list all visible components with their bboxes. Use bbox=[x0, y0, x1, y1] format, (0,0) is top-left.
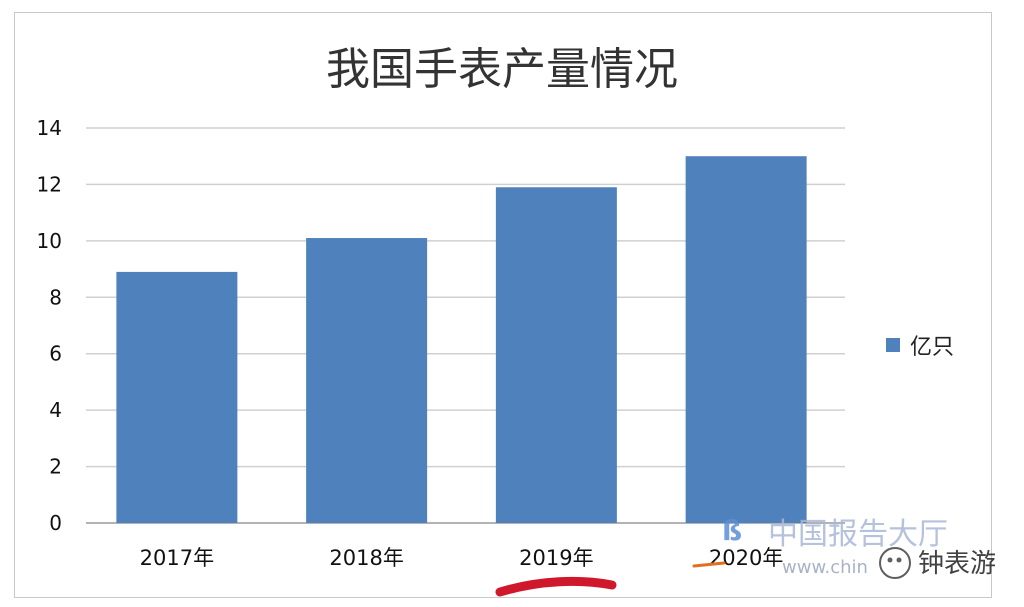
bar-2018年 bbox=[306, 238, 428, 524]
wechat-icon bbox=[879, 547, 911, 579]
y-tick-label: 2 bbox=[49, 455, 62, 479]
y-axis-ticks: 0 2 4 6 8 10 12 14 bbox=[37, 116, 62, 535]
watermark-brand-text: 中国报告大厅 bbox=[768, 517, 948, 552]
wechat-icon-eye-right bbox=[896, 557, 902, 563]
y-tick-label: 6 bbox=[49, 342, 62, 366]
account-name: 钟表游 bbox=[918, 549, 996, 579]
bar-2017年 bbox=[116, 271, 238, 523]
red-underline-mark bbox=[495, 576, 617, 597]
y-tick-label: 12 bbox=[37, 172, 62, 196]
bar-2020年 bbox=[685, 156, 807, 523]
chart-title: 我国手表产量情况 bbox=[326, 44, 678, 95]
watermark-url: www.chin bbox=[782, 557, 868, 578]
x-tick-label: 2020年 bbox=[709, 546, 783, 570]
y-tick-label: 4 bbox=[49, 398, 62, 422]
y-tick-label: 10 bbox=[37, 229, 62, 253]
bars bbox=[116, 156, 807, 524]
legend-label: 亿只 bbox=[910, 335, 954, 360]
y-tick-label: 8 bbox=[49, 285, 62, 309]
x-tick-label: 2019年 bbox=[519, 546, 593, 570]
legend-swatch bbox=[886, 338, 900, 352]
watermark: ß 中国报告大厅 www.chin 钟表游 bbox=[722, 514, 996, 579]
legend: 亿只 bbox=[886, 335, 954, 360]
orange-mark bbox=[692, 561, 726, 568]
y-tick-label: 0 bbox=[49, 511, 62, 535]
x-tick-label: 2017年 bbox=[140, 546, 214, 570]
x-tick-label: 2018年 bbox=[329, 546, 403, 570]
watermark-logo-glyph: ß bbox=[722, 514, 742, 547]
wechat-icon-eye-left bbox=[887, 557, 893, 563]
x-axis-ticks: 2017年 2018年 2019年 2020年 bbox=[140, 546, 784, 570]
y-tick-label: 14 bbox=[37, 116, 62, 140]
bar-2019年 bbox=[495, 187, 617, 523]
